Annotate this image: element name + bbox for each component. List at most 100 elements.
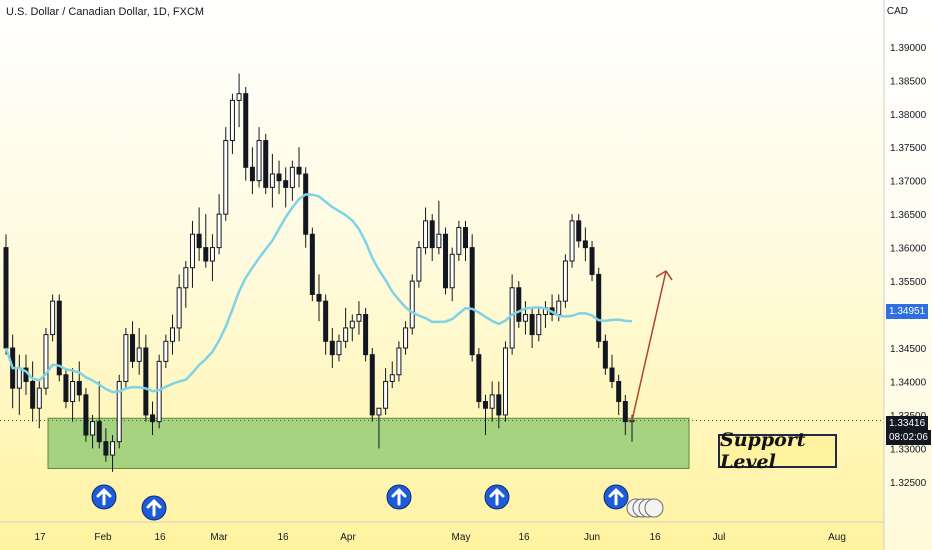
candle-body xyxy=(309,233,315,295)
x-tick-label: May xyxy=(452,532,471,543)
candle-body xyxy=(189,233,195,269)
candle-body xyxy=(502,347,508,416)
chart-title: U.S. Dollar / Canadian Dollar, 1D, FXCM xyxy=(6,6,205,18)
moving-average-line xyxy=(4,193,633,394)
x-tick-label: 17 xyxy=(34,532,46,543)
candle-body xyxy=(296,166,302,175)
y-tick-label: 1.37000 xyxy=(890,177,927,188)
candle-body xyxy=(30,380,36,409)
x-tick-label: 16 xyxy=(518,532,530,543)
y-tick-label: 1.32500 xyxy=(890,478,927,489)
candle-body xyxy=(316,293,322,302)
candle-body xyxy=(263,140,269,188)
x-tick-label: Aug xyxy=(828,532,846,543)
candle-body xyxy=(90,421,96,436)
y-tick-label: 1.38500 xyxy=(890,76,927,87)
candle-body xyxy=(396,347,402,376)
candle-body xyxy=(529,314,535,336)
candle-body xyxy=(223,140,229,215)
candle-body xyxy=(136,347,142,362)
candle-body xyxy=(103,441,109,456)
y-tick-label: 1.39000 xyxy=(890,43,927,54)
x-tick-label: Feb xyxy=(94,532,112,543)
candle-body xyxy=(609,367,615,382)
support-zone xyxy=(47,417,690,469)
y-tick-label: 1.34500 xyxy=(890,344,927,355)
y-tick-label: 1.35500 xyxy=(890,277,927,288)
candle-body xyxy=(556,300,562,316)
candle-body xyxy=(123,334,129,382)
candle-body xyxy=(469,247,475,356)
candle-body xyxy=(476,354,482,403)
candle-body xyxy=(409,280,415,329)
up-arrow-glyph xyxy=(391,488,407,506)
candle-body xyxy=(130,334,136,362)
candle-body xyxy=(76,380,82,396)
candle-body xyxy=(522,314,528,322)
candle-body xyxy=(516,287,522,322)
candle-body xyxy=(429,220,435,249)
candle-body xyxy=(569,220,575,262)
x-tick-label: 16 xyxy=(154,532,166,543)
candle-body xyxy=(416,247,422,282)
candle-body xyxy=(436,233,442,249)
candle-body xyxy=(203,247,209,262)
candle-body xyxy=(383,380,389,409)
candle-body xyxy=(3,247,9,349)
last-price-tag: 1.33416 xyxy=(886,416,929,431)
currency-unit: CAD xyxy=(886,6,908,17)
candle-body xyxy=(243,93,249,168)
candle-body xyxy=(283,180,289,188)
y-tick-label: 1.37500 xyxy=(890,143,927,154)
candle-body xyxy=(616,380,622,403)
candle-body xyxy=(116,380,122,443)
candle-body xyxy=(582,240,588,249)
candle-body xyxy=(196,233,202,249)
x-tick-label: Mar xyxy=(210,532,228,543)
candle-body xyxy=(216,213,222,249)
y-tick-label: 1.36500 xyxy=(890,210,927,221)
candle-body xyxy=(249,166,255,182)
projection-arrow-line xyxy=(631,270,667,421)
up-arrow-glyph xyxy=(489,488,505,506)
coin-stack-icon xyxy=(644,498,664,518)
x-tick-label: Jul xyxy=(713,532,726,543)
ma-price-tag: 1.34951 xyxy=(886,304,929,319)
candle-body xyxy=(482,401,488,409)
candle-body xyxy=(489,394,495,409)
candle-body xyxy=(363,314,369,356)
candle-body xyxy=(110,441,116,456)
candle-body xyxy=(83,394,89,436)
countdown-tag: 08:02:06 xyxy=(886,430,931,445)
x-tick-label: 16 xyxy=(277,532,289,543)
candle-body xyxy=(169,327,175,342)
candle-body xyxy=(16,367,22,389)
candle-body xyxy=(423,220,429,249)
candle-body xyxy=(562,260,568,302)
candle-body xyxy=(183,267,189,289)
candle-body xyxy=(269,173,275,188)
candle-body xyxy=(150,414,156,423)
up-arrow-glyph xyxy=(146,499,162,517)
candle-body xyxy=(449,253,455,289)
candle-body xyxy=(589,247,595,275)
candle-body xyxy=(356,314,362,322)
price-axis-panel xyxy=(884,0,932,550)
candle-body xyxy=(56,300,62,376)
candle-body xyxy=(376,407,382,416)
candle-body xyxy=(256,140,262,182)
candle-body xyxy=(602,340,608,369)
up-arrow-glyph xyxy=(96,488,112,506)
candle-body xyxy=(329,340,335,356)
candle-body xyxy=(63,374,69,403)
y-tick-label: 1.38000 xyxy=(890,110,927,121)
candle-body xyxy=(229,99,235,142)
projection-arrow-head xyxy=(655,270,673,281)
candle-body xyxy=(596,273,602,342)
y-tick-label: 1.34000 xyxy=(890,377,927,388)
candle-body xyxy=(456,227,462,255)
candle-body xyxy=(50,300,56,336)
candle-body xyxy=(509,287,515,349)
